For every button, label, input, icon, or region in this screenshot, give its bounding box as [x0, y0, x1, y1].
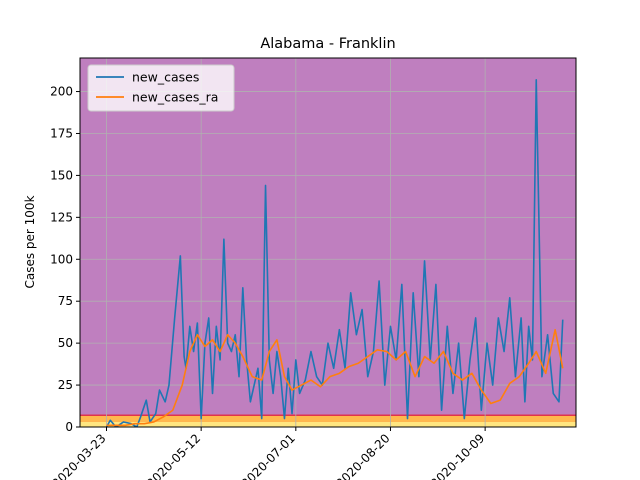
risk-band-1: [80, 415, 576, 422]
y-tick-label: 75: [58, 294, 73, 308]
y-tick-label: 100: [50, 252, 73, 266]
axes-frame: [79, 57, 577, 428]
chart-title: Alabama - Franklin: [260, 36, 395, 52]
y-tick-label: 200: [50, 85, 73, 99]
y-axis-label: Cases per 100k: [23, 195, 37, 288]
series-line-new_cases: [105, 79, 564, 427]
legend-box: [87, 64, 235, 112]
risk-band-0: [80, 421, 576, 427]
x-tick-label: 2020-08-20: [333, 431, 392, 480]
y-tick-label: 50: [58, 336, 73, 350]
x-tick-label: 2020-03-23: [49, 431, 108, 480]
legend-label-new_cases_ra: new_cases_ra: [132, 90, 218, 105]
x-tick-label: 2020-05-12: [144, 431, 203, 480]
legend: new_cases new_cases_ra: [87, 64, 235, 112]
x-tick-label: 2020-07-01: [239, 431, 298, 480]
y-tick-label: 0: [65, 420, 73, 434]
series-line-new_cases_ra: [106, 328, 564, 427]
y-tick-label: 150: [50, 168, 73, 182]
y-tick-label: 125: [50, 210, 73, 224]
y-tick-label: 175: [50, 126, 73, 140]
plot-background: [80, 58, 576, 427]
legend-label-new_cases: new_cases: [132, 70, 199, 85]
plot-area: [80, 58, 576, 428]
x-tick-label: 2020-10-09: [428, 431, 487, 480]
y-tick-label: 25: [58, 378, 73, 392]
